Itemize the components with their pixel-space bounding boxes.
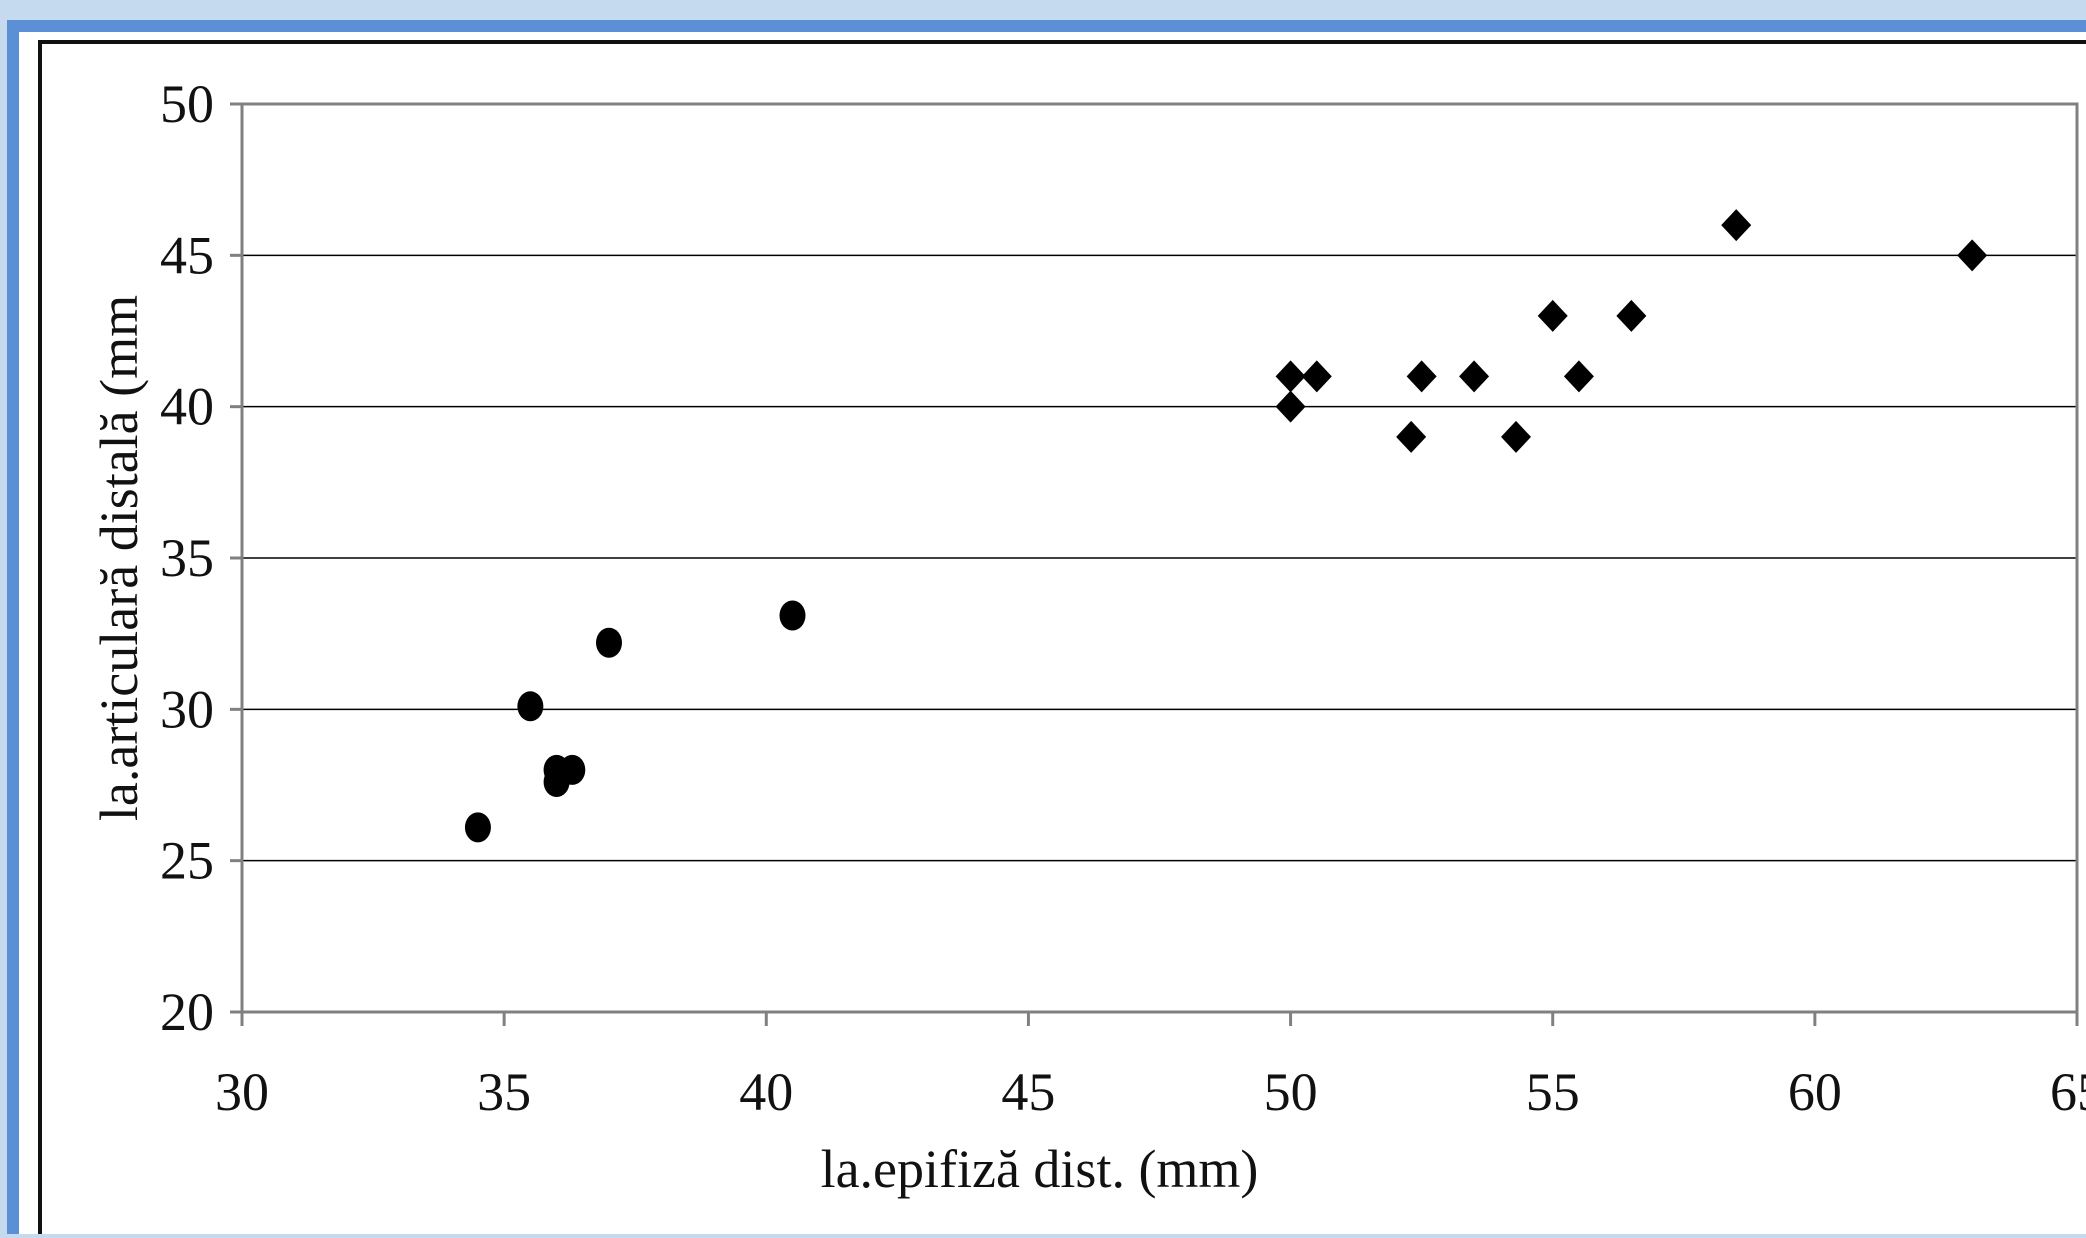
data-points bbox=[464, 209, 1988, 843]
x-tick-label: 50 bbox=[1264, 1062, 1318, 1122]
y-tick-label: 35 bbox=[160, 528, 214, 588]
data-point-diamond bbox=[1459, 360, 1490, 393]
y-tick-label: 30 bbox=[160, 679, 214, 739]
data-point-circle bbox=[596, 627, 622, 658]
x-tick-label: 55 bbox=[1526, 1062, 1580, 1122]
chart-panel: 20 25 30 35 40 45 50 30 35 40 45 50 55 60 65 la.epifi… bbox=[38, 40, 2086, 1234]
data-point-diamond bbox=[1616, 299, 1647, 332]
gridlines bbox=[242, 254, 2077, 862]
y-tick-label: 25 bbox=[160, 831, 214, 891]
data-point-diamond bbox=[1501, 420, 1532, 453]
y-tick-label: 40 bbox=[160, 377, 214, 437]
data-point-diamond bbox=[1537, 299, 1568, 332]
data-point-circle bbox=[517, 691, 544, 722]
x-tick-labels: 30 35 40 45 50 55 60 65 bbox=[215, 1062, 2086, 1122]
data-point-diamond bbox=[1396, 420, 1427, 453]
data-point-circle bbox=[559, 754, 586, 785]
y-tick-label: 45 bbox=[160, 225, 214, 285]
y-tick-label: 50 bbox=[160, 74, 214, 134]
data-point-diamond bbox=[1563, 360, 1594, 393]
data-point-diamond bbox=[1721, 209, 1752, 242]
x-tick-label: 45 bbox=[1001, 1062, 1055, 1122]
data-point-diamond bbox=[1406, 360, 1437, 393]
x-tick-label: 65 bbox=[2050, 1062, 2086, 1122]
y-axis-title: la.articulară distală (mm bbox=[89, 295, 149, 821]
data-point-circle bbox=[779, 600, 806, 631]
y-tick-labels: 20 25 30 35 40 45 50 bbox=[160, 74, 214, 1042]
data-point-diamond bbox=[1957, 239, 1988, 272]
x-tick-label: 60 bbox=[1788, 1062, 1842, 1122]
data-point-diamond bbox=[1275, 390, 1306, 423]
y-tick-label: 20 bbox=[160, 982, 214, 1042]
x-tick-label: 40 bbox=[739, 1062, 793, 1122]
x-tick-label: 30 bbox=[215, 1062, 269, 1122]
data-point-diamond bbox=[1301, 360, 1332, 393]
x-tick-label: 35 bbox=[477, 1062, 531, 1122]
scatter-chart: 20 25 30 35 40 45 50 30 35 40 45 50 55 60 65 la.epifi… bbox=[89, 74, 2086, 1199]
axes bbox=[230, 102, 2079, 1026]
x-axis-title: la.epifiză dist. (mm) bbox=[821, 1139, 1259, 1199]
data-point-diamond bbox=[1275, 360, 1306, 393]
data-point-circle bbox=[464, 812, 491, 843]
